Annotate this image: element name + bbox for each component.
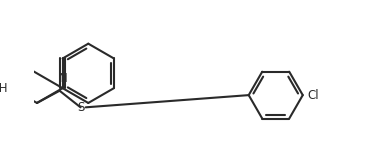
Text: NH: NH [0,82,9,95]
Text: N: N [59,72,68,85]
Text: S: S [77,101,85,114]
Text: Cl: Cl [307,89,319,102]
